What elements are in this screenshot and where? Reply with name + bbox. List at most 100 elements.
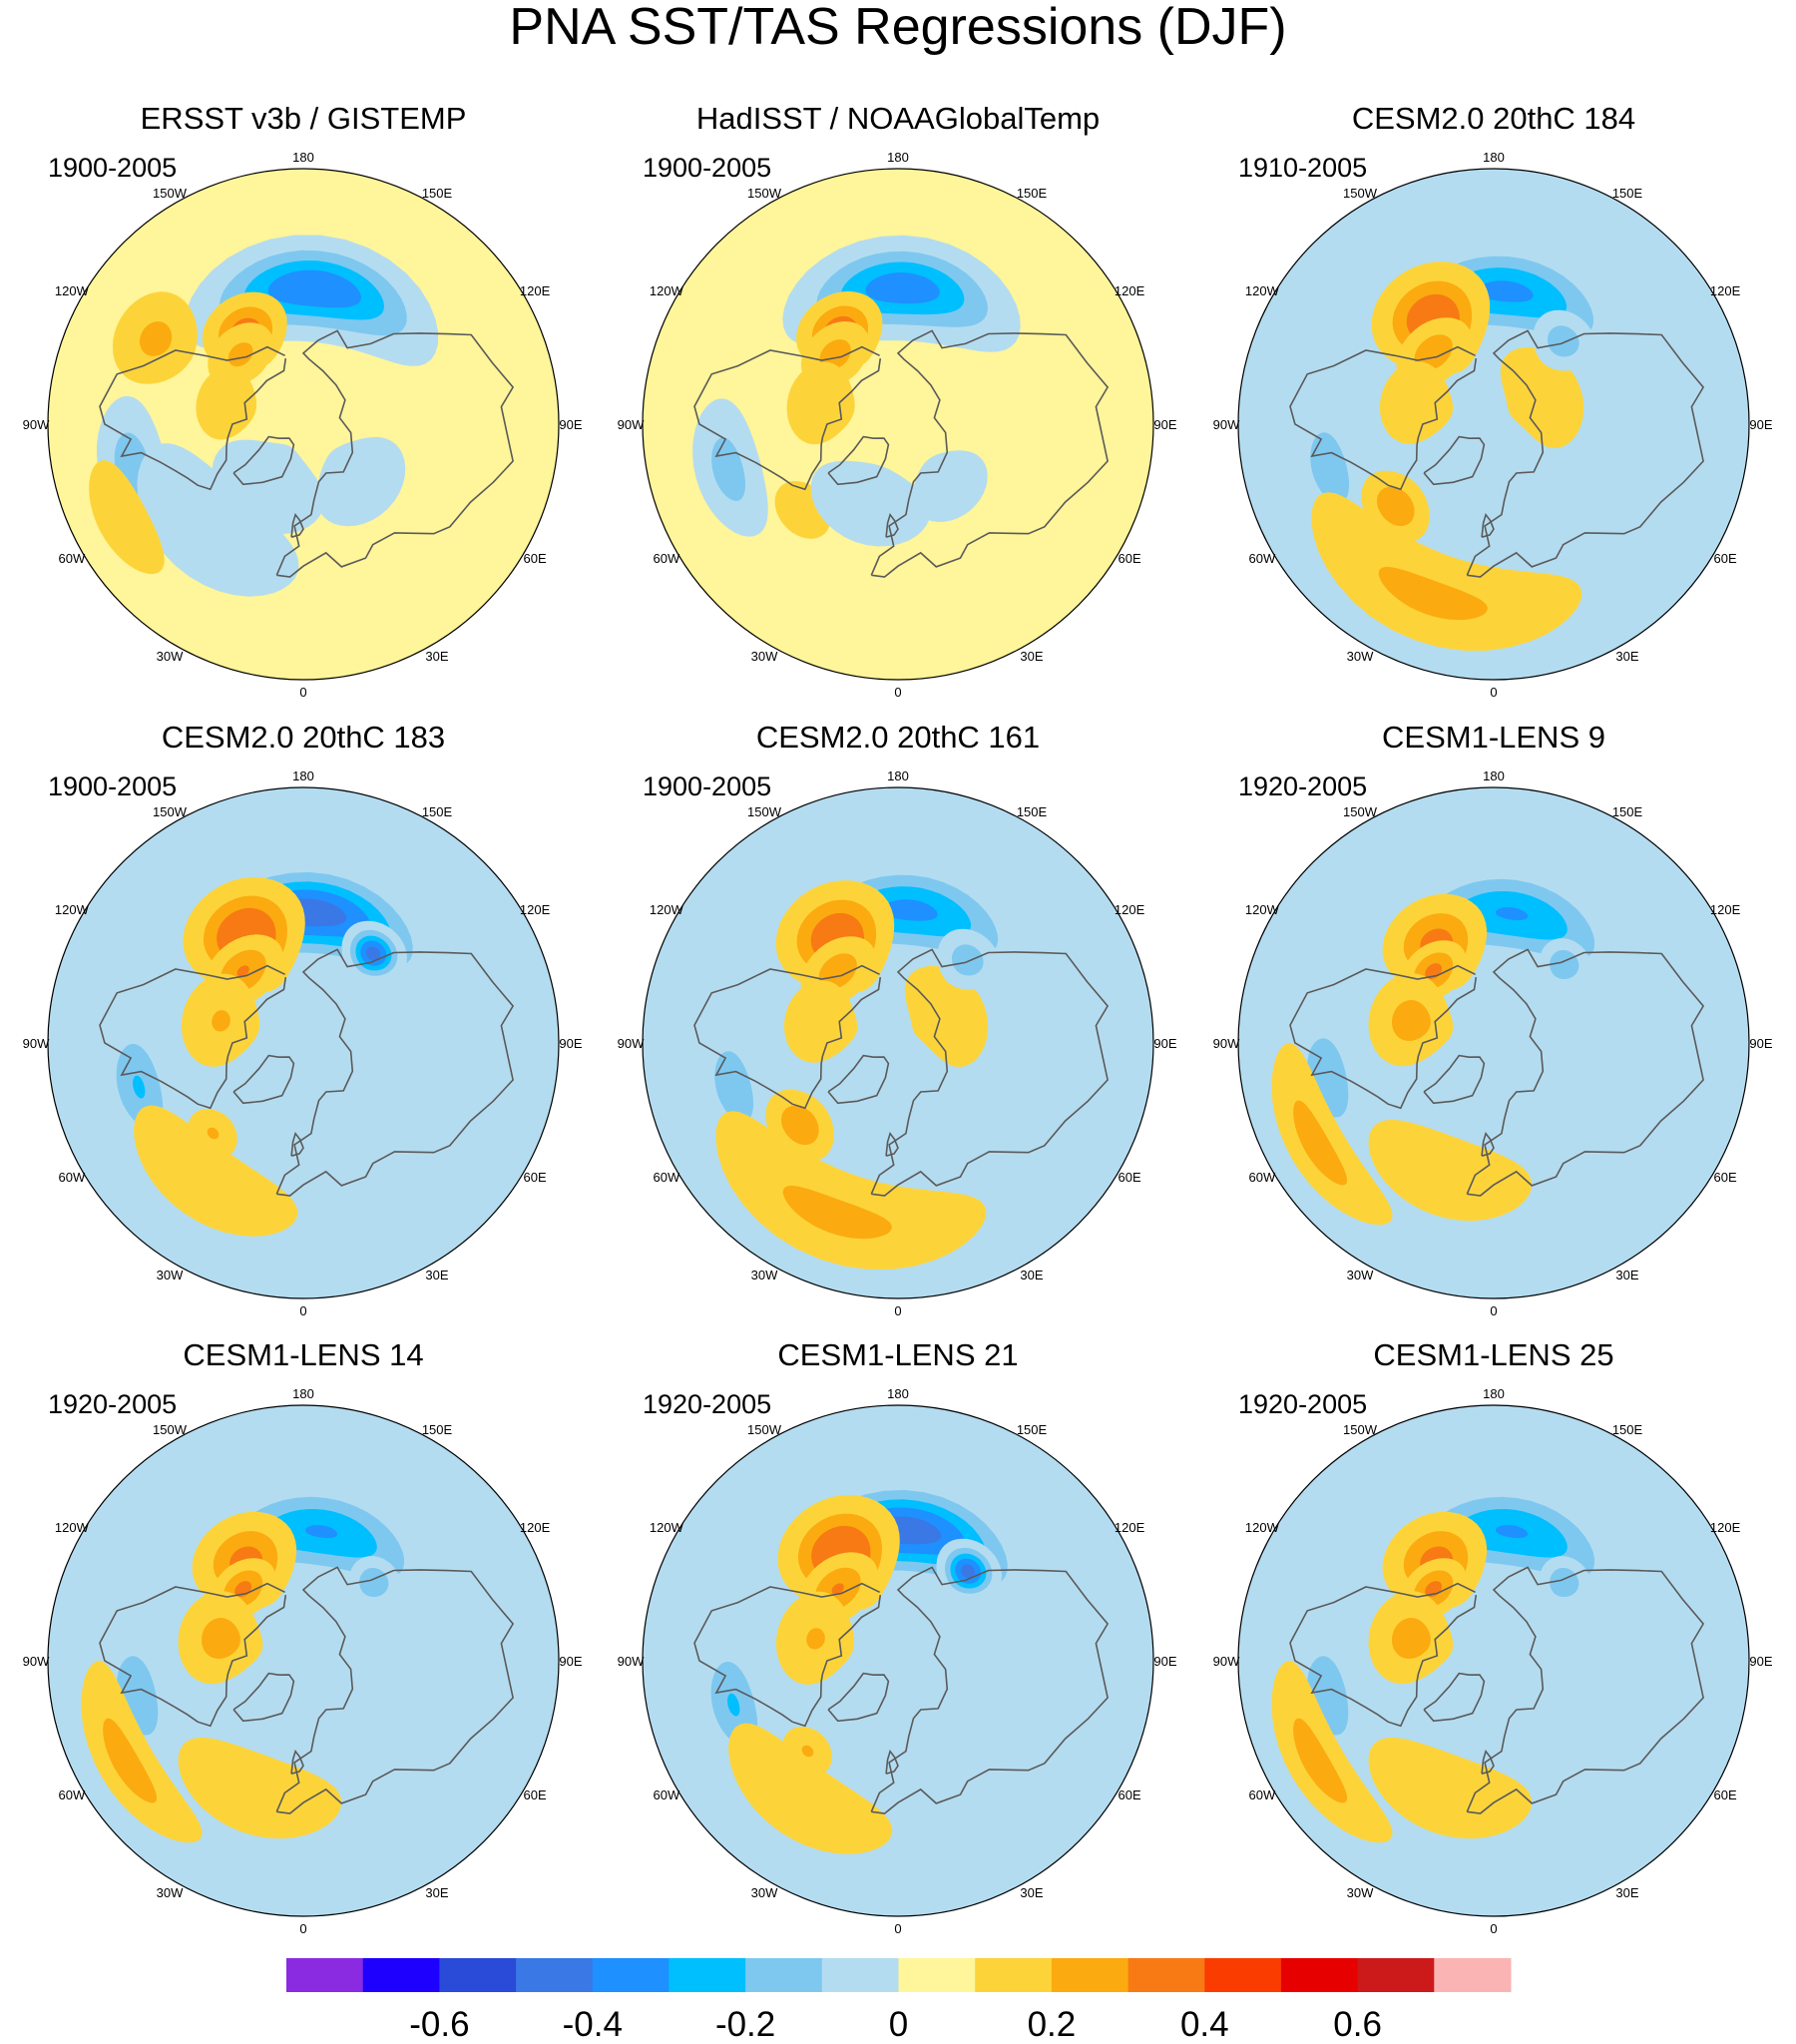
map-outline xyxy=(642,1404,1154,1917)
lon-label: 180 xyxy=(1483,150,1505,165)
panel-period: 1910-2005 xyxy=(1238,153,1367,183)
contour-8-1 xyxy=(212,439,325,535)
panel-period: 1900-2005 xyxy=(48,771,177,801)
lon-label: 120W xyxy=(55,283,90,298)
lon-label: 60W xyxy=(1249,1170,1276,1185)
lon-label: 90W xyxy=(1213,417,1240,432)
field-background xyxy=(643,169,1153,680)
lon-label: 90E xyxy=(1153,417,1176,432)
contour-5-2 xyxy=(806,1628,825,1650)
map-outline xyxy=(1237,786,1750,1299)
coastline-3 xyxy=(275,329,515,578)
contour-7-2 xyxy=(801,1745,814,1758)
contour-9-1 xyxy=(315,436,406,527)
colorbar-tick-label: -0.2 xyxy=(715,2005,775,2044)
regression-field xyxy=(643,1405,1153,1916)
panel-period: 1920-2005 xyxy=(1238,1389,1367,1419)
panel-title: HadISST / NOAAGlobalTemp xyxy=(696,101,1100,136)
panel-7: 180 150E 120E 90E 60E 30E 0 30W 60W 90W 120W 150W CE… xyxy=(23,1337,583,1936)
lon-label: 30E xyxy=(425,1268,448,1282)
coastline-1 xyxy=(1289,345,1478,491)
lon-label: 120W xyxy=(650,283,684,298)
lon-label: 180 xyxy=(887,768,909,783)
lon-label: 0 xyxy=(894,1921,901,1936)
contour-2-5 xyxy=(366,946,381,961)
coastline-2 xyxy=(827,1672,890,1723)
lon-label: 60E xyxy=(524,551,547,566)
lon-label: 90E xyxy=(1749,1654,1772,1669)
map-outline xyxy=(47,168,560,681)
map-outline xyxy=(1237,168,1750,681)
colorbar-swatch xyxy=(1127,1958,1205,1992)
lon-label: 150E xyxy=(1612,186,1643,201)
panel-title: ERSST v3b / GISTEMP xyxy=(141,101,467,136)
coastline-3 xyxy=(870,329,1110,578)
contour-1-4 xyxy=(267,269,361,308)
contour-3-2 xyxy=(819,339,851,370)
colorbar-tick-label: 0.2 xyxy=(1028,2005,1077,2044)
lon-label: 120E xyxy=(1710,1520,1741,1535)
coastline-4 xyxy=(290,1131,304,1157)
lon-label: 120E xyxy=(1115,283,1145,298)
coastline-1 xyxy=(693,964,882,1110)
lon-label: 30W xyxy=(751,1268,778,1282)
lon-label: 90E xyxy=(559,1654,582,1669)
regression-field xyxy=(1238,1405,1749,1916)
contour-9-2 xyxy=(1547,325,1579,357)
lon-label: 150E xyxy=(1017,804,1048,819)
coastline-1 xyxy=(693,1582,882,1728)
panel-period: 1920-2005 xyxy=(643,1389,771,1419)
lon-label: 60W xyxy=(654,551,680,566)
lon-label: 150E xyxy=(422,804,453,819)
panel-grid: 180 150E 120E 90E 60E 30E 0 30W 60W 90W 120W 150W ER… xyxy=(23,101,1773,1936)
panel-period: 1920-2005 xyxy=(48,1389,177,1419)
lon-label: 90E xyxy=(1749,417,1772,432)
lon-label: 150W xyxy=(1343,186,1378,201)
lon-label: 30W xyxy=(157,1885,184,1900)
coastline-4 xyxy=(885,1131,899,1157)
lon-label: 120E xyxy=(520,283,551,298)
contour-9-2 xyxy=(951,944,984,976)
lon-label: 150E xyxy=(422,1422,453,1437)
lon-label: 30W xyxy=(157,1268,184,1282)
lon-label: 120E xyxy=(520,1520,551,1535)
coastline-3 xyxy=(1466,948,1705,1197)
lon-label: 150E xyxy=(1017,186,1048,201)
coastline-4 xyxy=(885,512,899,538)
lon-label: 90W xyxy=(618,417,645,432)
contour-4-2 xyxy=(1392,1000,1431,1041)
contour-6-2 xyxy=(1293,1718,1348,1803)
panel-period: 1900-2005 xyxy=(643,153,771,183)
lon-label: 60E xyxy=(1119,551,1141,566)
lon-label: 60W xyxy=(59,1170,86,1185)
colorbar-swatch xyxy=(439,1958,517,1992)
lon-label: 150W xyxy=(153,1422,188,1437)
coastline-2 xyxy=(827,1054,890,1105)
lon-label: 120E xyxy=(1115,1520,1145,1535)
regression-field xyxy=(643,787,1153,1298)
colorbar-swatch xyxy=(1357,1958,1435,1992)
coastline-3 xyxy=(870,948,1110,1197)
lon-label: 60E xyxy=(1119,1788,1141,1802)
coastline-4 xyxy=(1481,1131,1495,1157)
lon-label: 120W xyxy=(1245,1520,1280,1535)
coastline-1 xyxy=(1289,1582,1478,1728)
colorbar-swatch xyxy=(975,1958,1053,1992)
contour-4-1 xyxy=(1379,361,1454,444)
colorbar-tick-label: 0.4 xyxy=(1180,2005,1229,2044)
lon-label: 150W xyxy=(747,186,782,201)
lon-label: 150E xyxy=(1017,1422,1048,1437)
coastline-2 xyxy=(232,1054,295,1105)
panel-title: CESM1-LENS 21 xyxy=(777,1337,1018,1372)
lon-label: 120W xyxy=(55,902,90,917)
lon-label: 30E xyxy=(1020,1268,1043,1282)
contour-1-4 xyxy=(881,899,938,921)
lon-label: 30E xyxy=(1020,1885,1043,1900)
contour-1-4 xyxy=(865,272,940,304)
lon-label: 90W xyxy=(618,1654,645,1669)
lon-label: 60W xyxy=(1249,1788,1276,1802)
contour-1-4 xyxy=(305,1525,338,1538)
lon-label: 0 xyxy=(1490,685,1497,700)
panel-title: CESM2.0 20thC 184 xyxy=(1352,101,1635,136)
